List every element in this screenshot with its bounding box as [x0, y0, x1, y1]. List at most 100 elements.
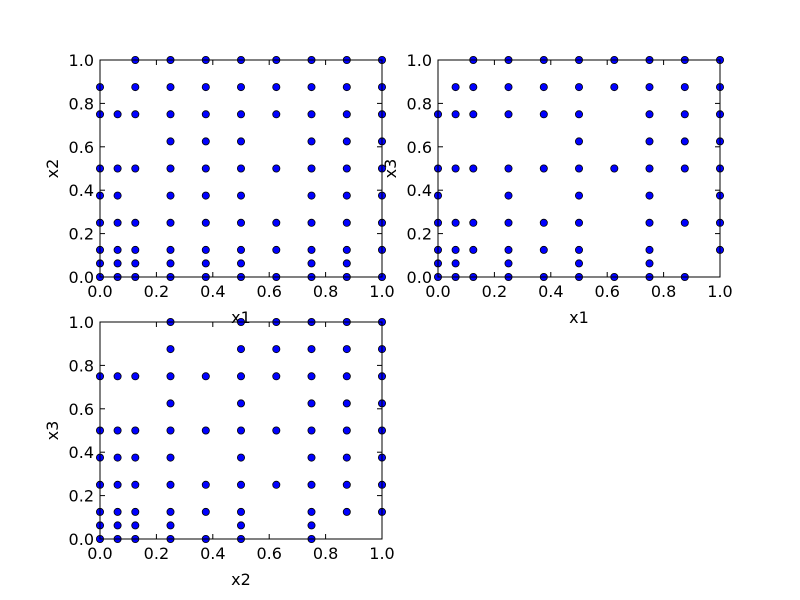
data-point — [236, 345, 245, 354]
data-point — [113, 110, 122, 119]
data-point — [610, 83, 619, 92]
data-point — [113, 259, 122, 268]
data-point — [236, 191, 245, 200]
data-point — [342, 259, 351, 268]
data-point — [307, 345, 316, 354]
data-point — [166, 480, 175, 489]
data-point — [645, 191, 654, 200]
data-point — [504, 110, 513, 119]
y-tick-label: 0.6 — [69, 400, 94, 419]
x-tick-label: 0.0 — [425, 282, 450, 301]
data-point — [236, 426, 245, 435]
data-point — [131, 521, 140, 530]
x-tick-label: 0.6 — [594, 282, 619, 301]
data-point — [504, 218, 513, 227]
data-point — [201, 480, 210, 489]
data-point — [201, 218, 210, 227]
data-point — [539, 218, 548, 227]
data-point — [451, 245, 460, 254]
y-tick-label: 1.0 — [407, 51, 432, 70]
data-point — [645, 259, 654, 268]
data-point — [451, 83, 460, 92]
data-point — [113, 164, 122, 173]
data-point — [307, 453, 316, 462]
data-point — [131, 164, 140, 173]
y-tick-label: 0.6 — [69, 138, 94, 157]
data-point — [166, 164, 175, 173]
axes-frame — [99, 321, 383, 540]
data-point — [575, 259, 584, 268]
subplot-3: 0.0 0.2 0.4 0.6 0.8 1.0 0.0 0.2 0.4 0.6 0.8 1.0 x2 x3 — [43, 313, 395, 589]
data-point — [272, 164, 281, 173]
data-point — [236, 372, 245, 381]
data-point — [342, 507, 351, 516]
data-point — [645, 245, 654, 254]
data-point — [504, 259, 513, 268]
data-point — [131, 426, 140, 435]
data-point — [272, 372, 281, 381]
data-point — [680, 110, 689, 119]
data-point — [272, 426, 281, 435]
x-tick-label: 0.6 — [256, 544, 281, 563]
data-point — [469, 110, 478, 119]
x-axis-title: x1 — [569, 308, 589, 327]
data-point — [645, 137, 654, 146]
data-point — [201, 110, 210, 119]
data-point — [307, 245, 316, 254]
data-point — [575, 218, 584, 227]
data-point — [539, 83, 548, 92]
data-point — [307, 164, 316, 173]
data-point — [307, 191, 316, 200]
data-point — [236, 110, 245, 119]
data-point — [645, 164, 654, 173]
data-point — [201, 137, 210, 146]
x-tick-label: 0.2 — [144, 282, 169, 301]
data-point — [201, 507, 210, 516]
data-point — [272, 245, 281, 254]
data-point — [236, 453, 245, 462]
data-point — [575, 137, 584, 146]
data-point — [645, 110, 654, 119]
data-point — [342, 399, 351, 408]
data-point — [539, 110, 548, 119]
data-point — [166, 507, 175, 516]
data-point — [575, 110, 584, 119]
data-point — [113, 372, 122, 381]
data-point — [342, 372, 351, 381]
data-point — [307, 372, 316, 381]
data-point — [451, 218, 460, 227]
data-point — [166, 218, 175, 227]
x-tick-label: 1.0 — [707, 282, 732, 301]
data-point — [575, 245, 584, 254]
data-point — [680, 164, 689, 173]
y-axis-title: x3 — [43, 421, 62, 441]
data-point — [113, 453, 122, 462]
y-axis-title: x2 — [43, 159, 62, 179]
x-axis-title: x2 — [231, 570, 251, 589]
x-tick-label: 1.0 — [369, 544, 394, 563]
data-point — [201, 426, 210, 435]
data-point — [131, 259, 140, 268]
data-point — [342, 245, 351, 254]
data-point — [342, 426, 351, 435]
y-tick-label: 0.2 — [69, 225, 94, 244]
data-point — [272, 218, 281, 227]
data-point — [201, 164, 210, 173]
data-point — [469, 218, 478, 227]
y-tick-label: 0.4 — [69, 443, 94, 462]
data-point — [539, 245, 548, 254]
data-point — [575, 83, 584, 92]
data-point — [131, 245, 140, 254]
x-tick-label: 0.0 — [87, 544, 112, 563]
data-point — [113, 480, 122, 489]
x-tick-label: 1.0 — [369, 282, 394, 301]
data-point — [504, 83, 513, 92]
data-point — [113, 507, 122, 516]
data-point — [166, 521, 175, 530]
data-point — [610, 164, 619, 173]
x-tick-label: 0.6 — [256, 282, 281, 301]
data-point — [342, 218, 351, 227]
data-point — [680, 218, 689, 227]
